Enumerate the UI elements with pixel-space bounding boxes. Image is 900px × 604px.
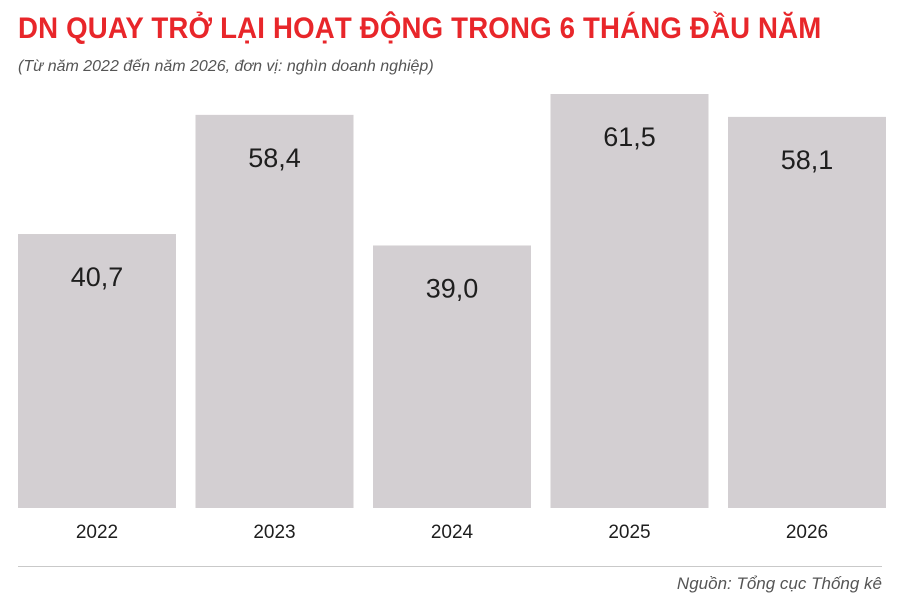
bar-2023 — [195, 114, 354, 509]
chart-subtitle: (Từ năm 2022 đến năm 2026, đơn vị: nghìn… — [18, 58, 434, 75]
bar-value-label-2024: 39,0 — [426, 273, 479, 303]
bar-value-label-2023: 58,4 — [248, 143, 301, 173]
x-tick-label-2022: 2022 — [76, 522, 118, 543]
bar-value-label-2026: 58,1 — [781, 145, 834, 175]
source-note: Nguồn: Tổng cục Thống kê — [676, 574, 882, 593]
chart-title: DN QUAY TRỞ LẠI HOẠT ĐỘNG TRONG 6 THÁNG … — [18, 12, 822, 45]
x-tick-label-2026: 2026 — [786, 522, 828, 543]
bar-value-label-2025: 61,5 — [603, 122, 656, 152]
bar-2022 — [18, 234, 176, 508]
bar-value-label-2022: 40,7 — [71, 262, 124, 292]
x-tick-label-2025: 2025 — [608, 522, 650, 543]
source-divider — [18, 566, 882, 567]
x-tick-label-2024: 2024 — [431, 522, 474, 543]
bar-2025 — [550, 94, 709, 508]
bar-2026 — [728, 116, 886, 508]
bar-2024 — [373, 245, 531, 508]
x-tick-label-2023: 2023 — [253, 522, 295, 543]
